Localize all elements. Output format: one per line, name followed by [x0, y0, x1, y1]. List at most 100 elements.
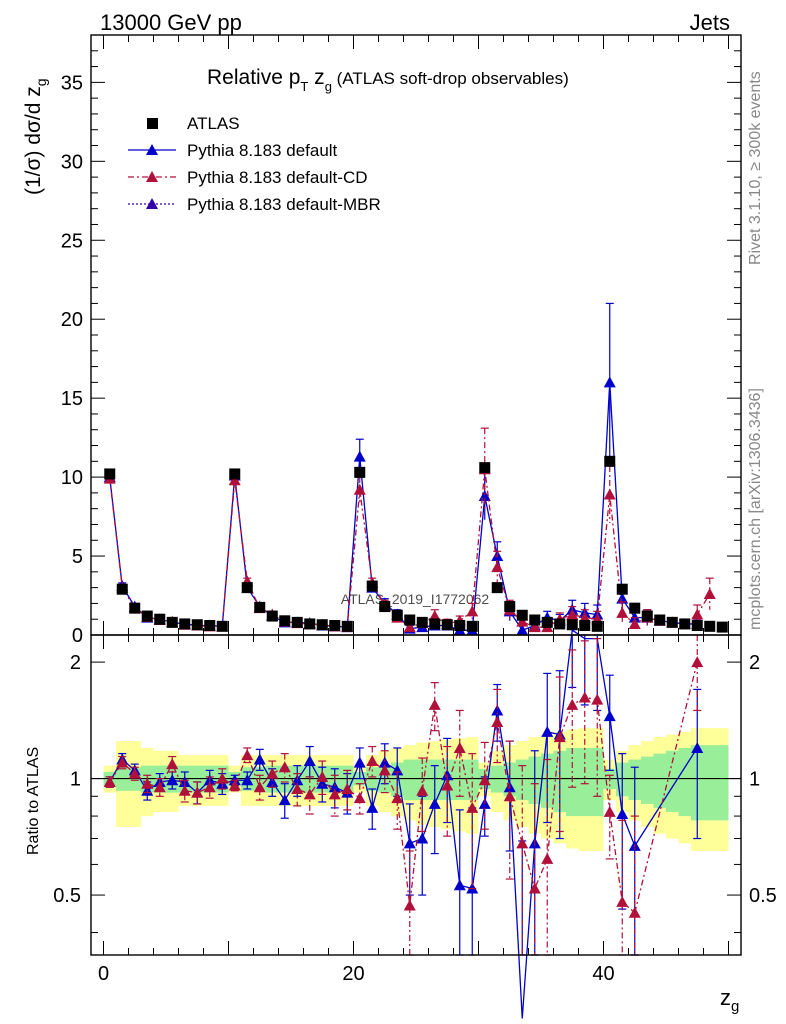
ratio-point-cd: [116, 756, 129, 768]
data-point-cd: [616, 606, 629, 618]
data-point-atlas: [641, 610, 653, 622]
ratio-point-default: [366, 801, 379, 813]
data-point-atlas: [279, 615, 291, 627]
ratio-point-cd: [403, 899, 416, 911]
data-point-atlas: [179, 618, 191, 630]
data-point-atlas: [529, 614, 541, 626]
ratio-point-cd: [466, 801, 479, 813]
data-point-atlas: [266, 610, 278, 622]
data-point-atlas: [454, 620, 466, 632]
data-point-cd: [428, 610, 441, 622]
side-label-top: Rivet 3.1.10, ≥ 300k events: [747, 71, 764, 265]
ratio-point-cd: [416, 784, 429, 796]
data-point-atlas: [316, 619, 328, 631]
legend-label-mbr: Pythia 8.183 default-MBR: [187, 195, 381, 214]
data-point-cd: [528, 621, 541, 633]
y-axis-label: (1/σ) dσ/d zg: [22, 78, 49, 195]
header-right: Jets: [690, 10, 730, 35]
data-point-atlas: [129, 602, 141, 614]
data-point-atlas: [616, 583, 628, 595]
ratio-point-cd: [578, 691, 591, 703]
ratio-point-cd: [228, 779, 241, 791]
ratio-point-default: [241, 774, 254, 786]
legend-marker-mbr: [146, 198, 158, 209]
y-tick-label: 5: [72, 546, 83, 568]
ratio-point-default: [391, 764, 404, 776]
ratio-point-cd: [103, 775, 116, 787]
data-point-atlas: [654, 614, 666, 626]
data-point-default: [603, 376, 616, 388]
ratio-panel-frame: [90, 634, 742, 956]
ratio-tick-label-left: 1: [70, 769, 81, 791]
ratio-point-cd: [266, 767, 279, 779]
data-point-atlas: [579, 620, 591, 632]
y-tick-label: 0: [72, 625, 83, 647]
ratio-point-default: [266, 775, 279, 787]
ratio-point-cd: [128, 767, 141, 779]
ratio-line-cd: [109, 661, 698, 914]
ratio-point-cd: [141, 777, 154, 789]
data-point-default: [516, 624, 529, 636]
ratio-point-cd: [453, 741, 466, 753]
data-point-default: [353, 450, 366, 462]
ratio-y-axis-label: Ratio to ATLAS: [25, 747, 42, 855]
side-label-bottom: mcplots.cern.ch [arXiv:1306.3436]: [747, 388, 764, 630]
watermark: ATLAS_2019_I1772062: [341, 591, 490, 607]
uncertainty-band-inner: [453, 759, 466, 801]
uncertainty-band-inner: [566, 747, 579, 817]
legend-marker-atlas: [147, 118, 158, 129]
uncertainty-band-inner: [716, 745, 729, 821]
y-tick-label: 20: [61, 309, 83, 331]
ratio-point-cd: [491, 716, 504, 728]
ratio-point-cd: [628, 906, 641, 918]
data-point-atlas: [291, 616, 303, 628]
ratio-line-default: [109, 628, 698, 1019]
data-point-atlas: [104, 468, 116, 480]
y-tick-label: 15: [61, 388, 83, 410]
legend-label-cd: Pythia 8.183 default-CD: [187, 168, 368, 187]
ratio-point-default: [541, 725, 554, 737]
ratio-point-cd: [341, 782, 354, 794]
uncertainty-band-inner: [653, 753, 666, 808]
y-tick-label: 30: [61, 151, 83, 173]
y-tick-label: 10: [61, 467, 83, 489]
uncertainty-band-inner: [641, 756, 654, 804]
ratio-point-cd: [616, 895, 629, 907]
data-point-atlas: [166, 616, 178, 628]
data-point-cd: [703, 587, 716, 599]
data-point-cd: [228, 474, 241, 486]
data-point-atlas: [404, 614, 416, 626]
x-tick-label: 20: [342, 963, 364, 985]
data-point-atlas: [366, 580, 378, 592]
ratio-point-cd: [603, 805, 616, 817]
ratio-point-cd: [303, 788, 316, 800]
data-point-atlas: [216, 620, 228, 632]
data-point-atlas: [666, 616, 678, 628]
data-point-atlas: [379, 601, 391, 613]
ratio-point-cd: [591, 693, 604, 705]
data-point-cd: [691, 608, 704, 620]
ratio-point-cd: [166, 758, 179, 770]
ratio-tick-label-right: 0.5: [749, 885, 777, 907]
legend-marker-cd: [146, 171, 158, 182]
data-point-cd: [628, 617, 641, 629]
data-point-atlas: [629, 602, 641, 614]
data-point-atlas: [304, 618, 316, 630]
uncertainty-band-inner: [403, 759, 416, 801]
ratio-point-default: [303, 755, 316, 767]
data-point-atlas: [591, 620, 603, 632]
ratio-point-cd: [353, 792, 366, 804]
data-point-cd: [603, 488, 616, 500]
data-point-default: [616, 592, 629, 604]
data-point-atlas: [491, 582, 503, 594]
data-point-atlas: [229, 468, 241, 480]
ratio-point-default: [616, 807, 629, 819]
data-point-cd: [353, 483, 366, 495]
ratio-point-cd: [378, 764, 391, 776]
data-point-atlas: [441, 619, 453, 631]
ratio-point-default: [166, 774, 179, 786]
data-point-cd: [578, 611, 591, 623]
ratio-point-default: [353, 756, 366, 768]
data-point-atlas: [154, 613, 166, 625]
